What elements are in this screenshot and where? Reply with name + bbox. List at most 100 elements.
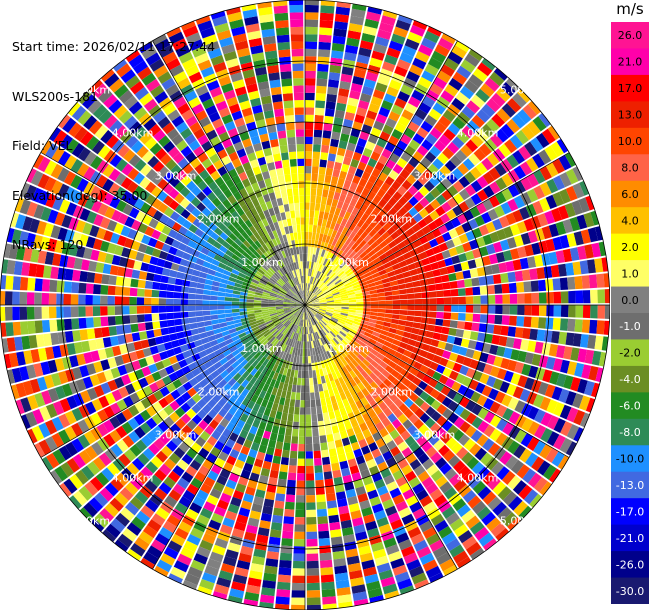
velocity-gate: [251, 242, 259, 251]
velocity-gate: [424, 384, 434, 395]
velocity-gate: [414, 292, 422, 299]
velocity-gate: [512, 338, 522, 350]
velocity-gate: [251, 182, 260, 192]
velocity-gate: [85, 317, 94, 328]
velocity-gate: [261, 298, 269, 302]
velocity-gate: [335, 579, 350, 589]
velocity-gate: [301, 275, 304, 284]
velocity-gate: [348, 434, 358, 444]
velocity-gate: [217, 149, 228, 160]
velocity-gate: [56, 293, 64, 305]
velocity-gate: [472, 481, 487, 495]
velocity-gate: [182, 489, 196, 502]
velocity-gate: [375, 36, 390, 47]
velocity-gate: [314, 239, 319, 248]
velocity-gate: [153, 129, 166, 142]
velocity-gate: [428, 311, 437, 318]
velocity-gate: [129, 306, 137, 315]
velocity-gate: [262, 293, 270, 298]
velocity-gate: [333, 476, 343, 486]
velocity-gate: [517, 246, 527, 258]
velocity-gate: [142, 525, 158, 539]
velocity-gate: [321, 144, 330, 153]
velocity-gate: [157, 409, 169, 421]
velocity-gate: [471, 461, 485, 475]
velocity-gate: [451, 344, 461, 354]
velocity-gate: [73, 257, 83, 270]
velocity-gate: [332, 363, 339, 372]
velocity-gate: [157, 421, 169, 433]
velocity-gate: [349, 182, 358, 191]
velocity-gate: [243, 262, 252, 270]
velocity-gate: [432, 545, 448, 559]
velocity-gate: [225, 438, 236, 449]
velocity-gate: [78, 306, 86, 317]
velocity-gate: [271, 425, 280, 434]
velocity-gate: [405, 344, 415, 352]
velocity-gate: [200, 247, 210, 256]
velocity-gate: [262, 275, 270, 282]
velocity-gate: [231, 301, 240, 305]
velocity-gate: [443, 449, 456, 462]
velocity-gate: [378, 523, 392, 535]
velocity-gate: [399, 482, 412, 494]
velocity-gate: [397, 185, 408, 196]
velocity-gate: [275, 245, 281, 253]
velocity-gate: [303, 334, 305, 342]
velocity-gate: [299, 333, 302, 342]
velocity-gate: [464, 184, 477, 197]
velocity-gate: [339, 330, 347, 337]
velocity-gate: [539, 182, 552, 197]
velocity-gate: [406, 174, 417, 185]
velocity-gate: [555, 221, 567, 236]
velocity-gate: [233, 286, 242, 292]
velocity-gate: [50, 180, 63, 195]
velocity-gate: [306, 312, 309, 320]
velocity-gate: [236, 376, 246, 385]
velocity-gate: [311, 232, 316, 240]
velocity-gate: [476, 361, 486, 373]
velocity-gate: [256, 73, 269, 83]
velocity-gate: [216, 499, 229, 510]
velocity-gate: [506, 383, 517, 396]
velocity-gate: [434, 519, 449, 533]
velocity-gate: [239, 254, 248, 262]
velocity-gate: [257, 81, 270, 91]
velocity-gate: [305, 180, 311, 188]
velocity-gate: [418, 186, 430, 197]
velocity-gate: [287, 383, 293, 392]
velocity-gate: [434, 121, 447, 134]
velocity-gate: [409, 459, 422, 471]
velocity-gate: [391, 104, 404, 116]
velocity-gate: [387, 332, 396, 339]
velocity-gate: [21, 414, 31, 430]
velocity-gate: [220, 257, 229, 266]
velocity-gate: [311, 173, 318, 182]
velocity-gate: [188, 430, 199, 442]
velocity-gate: [311, 284, 315, 292]
velocity-gate: [245, 168, 255, 178]
velocity-gate: [369, 594, 384, 603]
velocity-gate: [281, 318, 288, 324]
velocity-gate: [219, 36, 234, 48]
velocity-gate: [78, 486, 93, 501]
velocity-gate: [427, 163, 439, 175]
velocity-gate: [432, 354, 442, 364]
velocity-gate: [317, 181, 324, 190]
velocity-gate: [392, 564, 408, 576]
velocity-gate: [397, 359, 407, 369]
velocity-gate: [462, 536, 478, 550]
velocity-gate: [531, 353, 542, 367]
velocity-gate: [227, 595, 243, 604]
velocity-gate: [80, 259, 90, 271]
velocity-gate: [187, 387, 197, 398]
velocity-gate: [317, 56, 330, 65]
velocity-gate: [255, 119, 266, 129]
velocity-gate: [354, 200, 363, 210]
velocity-gate: [373, 144, 384, 155]
velocity-gate: [524, 377, 535, 391]
velocity-gate: [392, 163, 404, 175]
velocity-gate: [295, 495, 305, 503]
velocity-gate: [130, 476, 144, 490]
velocity-gate: [306, 590, 321, 598]
